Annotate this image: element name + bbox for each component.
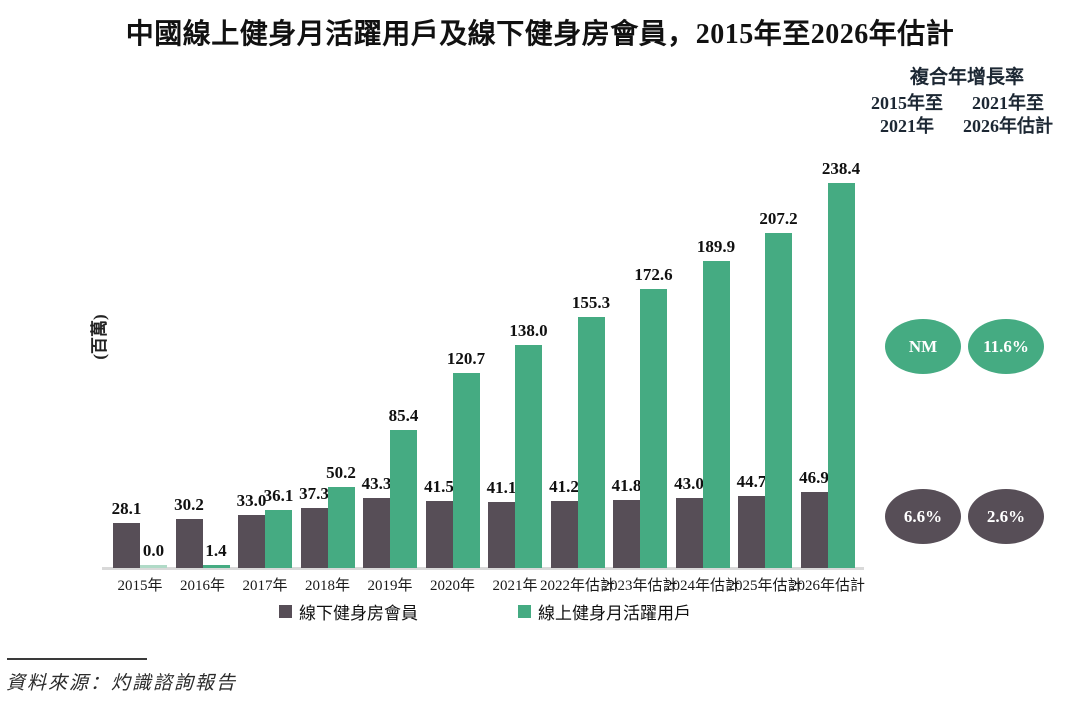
value-label-offline-2023年估計: 41.8 <box>611 476 642 495</box>
bar-online-2016年 <box>202 565 230 568</box>
bar-online-2024年估計 <box>702 261 730 568</box>
bar-offline-2016年 <box>175 519 203 568</box>
x-axis-label-2020年: 2020年 <box>429 578 476 594</box>
source-divider-line <box>7 658 147 660</box>
legend-label-offline: 線下健身房會員 <box>299 604 418 623</box>
value-label-offline-2022年估計: 41.2 <box>549 477 579 496</box>
x-axis-label-2021年: 2021年 <box>492 578 538 594</box>
bar-offline-2023年估計 <box>613 500 640 568</box>
value-label-online-2017年: 36.1 <box>263 486 294 505</box>
cagr-col2-line2: 2026年估計 <box>963 116 1053 136</box>
value-label-online-2023年估計: 172.6 <box>634 265 673 284</box>
value-label-online-2019年: 85.4 <box>388 406 419 425</box>
bar-offline-2022年估計 <box>550 501 578 568</box>
bar-online-2022年估計 <box>577 317 605 568</box>
value-label-offline-2017年: 33.0 <box>236 491 267 510</box>
bar-online-2015年 <box>140 565 167 568</box>
online-legend-swatch-icon <box>518 605 531 618</box>
bar-online-2019年 <box>390 430 417 568</box>
cagr-badge-offline-2015-2021: 6.6% <box>885 489 961 544</box>
cagr-header: 複合年增長率 <box>909 67 1024 88</box>
x-axis-label-2024年估計: 2024年估計 <box>664 578 741 594</box>
x-axis-label-2026年估計: 2026年估計 <box>789 578 866 594</box>
bar-offline-2024年估計 <box>675 498 703 568</box>
value-label-online-2018年: 50.2 <box>326 463 356 482</box>
bar-offline-2015年 <box>113 523 140 568</box>
bar-online-2023年估計 <box>640 289 667 568</box>
value-label-offline-2020年: 41.5 <box>424 477 454 496</box>
cagr-column-2015-2021: 2015年至 2021年 <box>852 92 962 138</box>
value-label-online-2015年: 0.0 <box>142 541 165 560</box>
value-label-offline-2016年: 30.2 <box>174 495 204 514</box>
bar-online-2017年 <box>265 510 292 568</box>
x-axis-label-2023年估計: 2023年估計 <box>602 578 678 594</box>
bar-offline-2025年估計 <box>738 496 765 568</box>
cagr-col2-line1: 2021年至 <box>972 93 1044 113</box>
cagr-col1-line2: 2021年 <box>880 116 934 136</box>
legend-item-online: 線上健身月活躍用戶 <box>518 599 691 624</box>
x-axis-label-2019年: 2019年 <box>367 578 413 594</box>
cagr-badge-online-2021-2026: 11.6% <box>968 319 1044 374</box>
x-axis-label-2025年估計: 2025年估計 <box>727 578 803 594</box>
legend-label-online: 線上健身月活躍用戶 <box>538 604 691 623</box>
value-label-online-2021年: 138.0 <box>509 321 548 340</box>
x-axis-label-2016年: 2016年 <box>179 578 226 594</box>
x-axis-label-2022年估計: 2022年估計 <box>539 578 616 594</box>
value-label-offline-2018年: 37.3 <box>299 484 329 503</box>
value-label-online-2025年估計: 207.2 <box>759 209 798 228</box>
value-label-online-2020年: 120.7 <box>446 349 486 368</box>
chart-title: 中國線上健身月活躍用戶及線下健身房會員，2015年至2026年估計 <box>125 19 955 50</box>
value-label-offline-2015年: 28.1 <box>111 499 142 518</box>
bar-online-2025年估計 <box>765 233 792 568</box>
bar-offline-2020年 <box>425 501 453 568</box>
value-label-offline-2024年估計: 43.0 <box>674 474 704 493</box>
value-label-offline-2019年: 43.3 <box>361 474 392 493</box>
value-label-offline-2025年估計: 44.7 <box>736 472 767 491</box>
chart-legend: 線下健身房會員 線上健身月活躍用戶 <box>100 599 870 624</box>
offline-legend-swatch-icon <box>279 605 292 618</box>
cagr-col1-line1: 2015年至 <box>871 93 943 113</box>
cagr-column-2021-2026: 2021年至 2026年估計 <box>948 92 1068 138</box>
x-axis-label-2015年: 2015年 <box>117 578 163 594</box>
bar-online-2021年 <box>515 345 542 568</box>
bar-online-2020年 <box>452 373 480 568</box>
value-label-online-2022年估計: 155.3 <box>571 293 611 312</box>
bar-offline-2021年 <box>488 502 515 568</box>
cagr-badge-online-2015-2021: NM <box>885 319 961 374</box>
bar-offline-2019年 <box>363 498 390 568</box>
bar-online-2018年 <box>327 487 355 568</box>
bar-offline-2026年估計 <box>800 492 828 568</box>
legend-item-offline: 線下健身房會員 <box>279 599 418 624</box>
source-note: 資料來源：灼識諮詢報告 <box>6 673 238 694</box>
bar-online-2026年估計 <box>827 183 855 568</box>
value-label-online-2024年估計: 189.9 <box>696 237 736 256</box>
bar-chart-plot-area: 28.1 0.0 2015年 30.2 1.4 2016年 33.0 36.1 2017年 37.… <box>100 150 870 594</box>
value-label-offline-2026年估計: 46.9 <box>799 468 829 487</box>
value-label-online-2026年估計: 238.4 <box>821 159 861 178</box>
value-label-offline-2021年: 41.1 <box>486 478 517 497</box>
cagr-badge-offline-2021-2026: 2.6% <box>968 489 1044 544</box>
x-axis-line <box>102 567 864 570</box>
x-axis-label-2018年: 2018年 <box>304 578 351 594</box>
bar-offline-2018年 <box>300 508 328 568</box>
x-axis-label-2017年: 2017年 <box>242 578 288 594</box>
value-label-online-2016年: 1.4 <box>205 541 227 560</box>
bar-offline-2017年 <box>238 515 265 568</box>
